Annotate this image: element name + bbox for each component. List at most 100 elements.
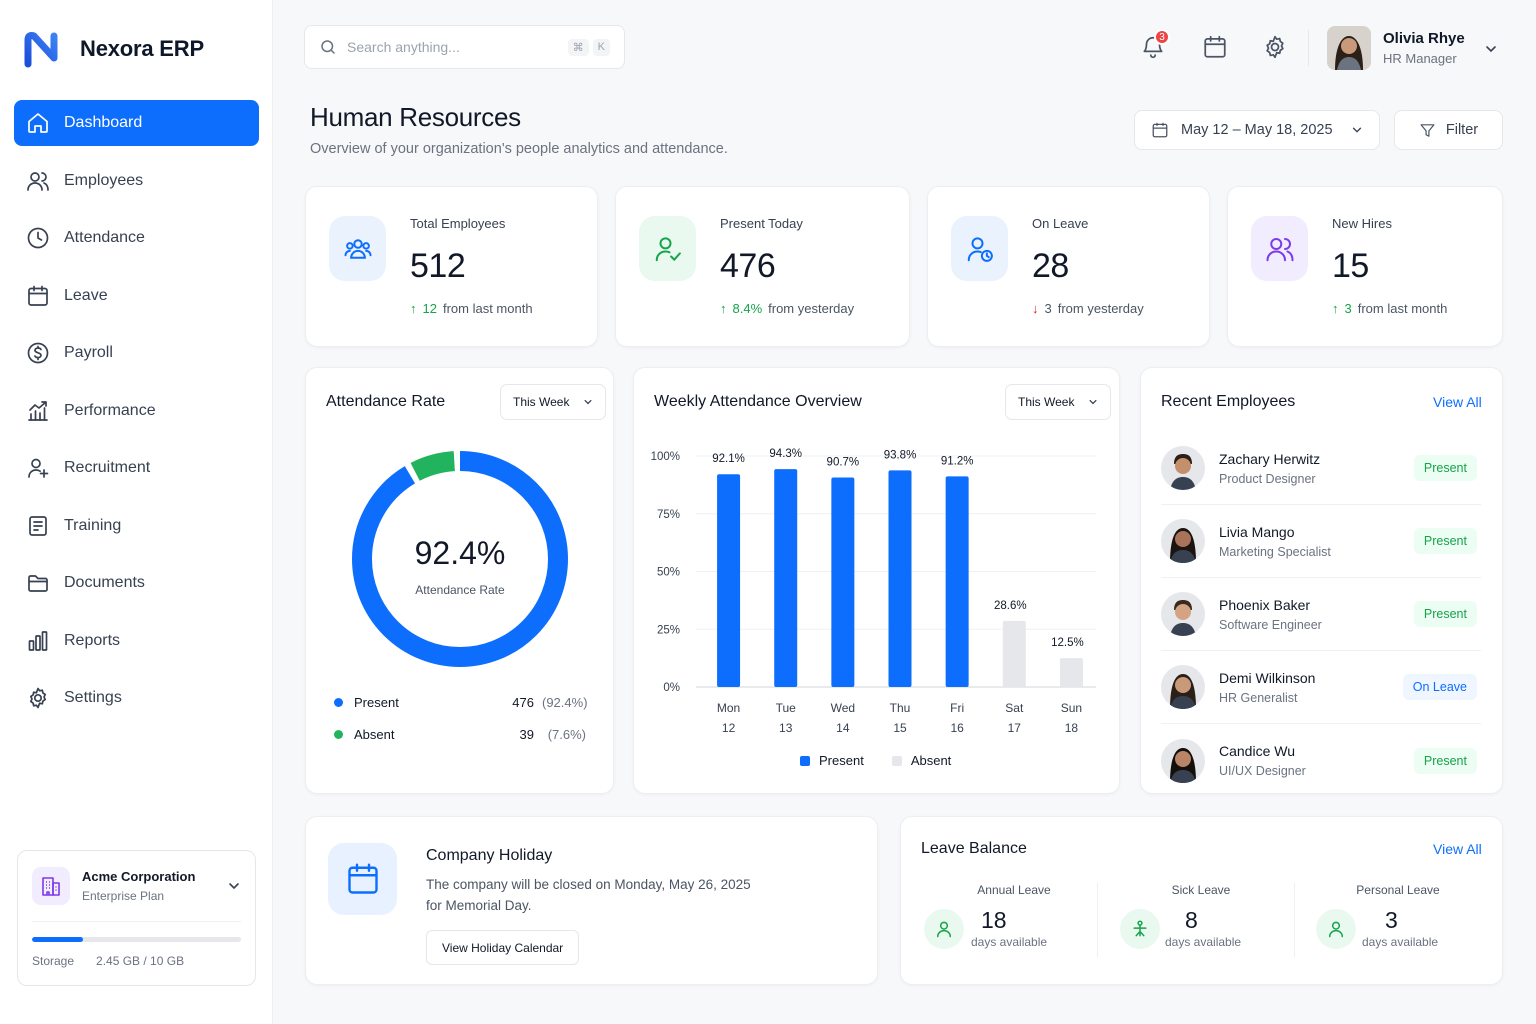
arrow-up-icon: ↑ — [720, 301, 727, 316]
company-holiday-card: Company Holiday The company will be clos… — [305, 816, 878, 985]
storage-value: 2.45 GB / 10 GB — [96, 954, 185, 968]
y-tick-label: 50% — [657, 567, 680, 579]
sidebar-item-label: Training — [64, 516, 122, 534]
chevron-down-icon[interactable] — [227, 879, 241, 893]
user-menu[interactable]: Olivia Rhye HR Manager — [1327, 26, 1465, 70]
y-tick-label: 25% — [657, 624, 680, 636]
sidebar-item-attendance[interactable]: Attendance — [14, 215, 259, 261]
org-switcher[interactable]: Acme Corporation Enterprise Plan Storage… — [17, 850, 256, 986]
sidebar-item-documents[interactable]: Documents — [14, 560, 259, 606]
sidebar-item-settings[interactable]: Settings — [14, 675, 259, 721]
bar-thu — [888, 470, 912, 687]
brand[interactable]: Nexora ERP — [24, 30, 204, 68]
y-tick-label: 75% — [657, 509, 680, 521]
employee-row[interactable]: Demi Wilkinson HR Generalist On Leave — [1161, 651, 1481, 724]
view-holiday-calendar-button[interactable]: View Holiday Calendar — [426, 930, 580, 965]
calendar-button[interactable] — [1202, 34, 1228, 60]
leave-balance-card: Leave Balance View All Annual Leave 18 d… — [900, 816, 1503, 985]
stat-delta: 3 — [1344, 301, 1352, 316]
calendar-icon — [328, 843, 397, 915]
sidebar-item-label: Documents — [64, 574, 145, 591]
sidebar-item-dashboard[interactable]: Dashboard — [14, 100, 259, 146]
sidebar-item-payroll[interactable]: Payroll — [14, 330, 259, 376]
chevron-down-icon — [584, 399, 592, 405]
bar-sun — [1059, 658, 1083, 687]
employee-row[interactable]: Livia Mango Marketing Specialist Present — [1161, 505, 1481, 578]
sidebar-item-employees[interactable]: Employees — [14, 158, 259, 204]
y-tick-label: 0% — [663, 682, 680, 694]
period-select[interactable]: This Week — [500, 384, 607, 420]
employee-role: UI/UX Designer — [1219, 764, 1306, 778]
stat-label: New Hires — [1332, 216, 1392, 231]
x-tick-label: Thu — [890, 701, 911, 715]
org-name: Acme Corporation — [82, 869, 196, 884]
avatar — [1161, 665, 1205, 709]
x-tick-label: 16 — [950, 721, 964, 735]
clock-icon — [27, 227, 49, 249]
notifications-button[interactable]: 3 — [1140, 29, 1170, 60]
card-title: Recent Employees — [1161, 393, 1296, 410]
employee-row[interactable]: Phoenix Baker Software Engineer Present — [1161, 578, 1481, 651]
employee-role: HR Generalist — [1219, 690, 1298, 705]
employee-row[interactable]: Candice Wu UI/UX Designer Present — [1161, 724, 1481, 797]
gear-icon — [1266, 35, 1284, 59]
legend-pct: (7.6%) — [547, 727, 586, 742]
view-all-link[interactable]: View All — [1433, 841, 1482, 857]
legend-label: Absent — [910, 753, 952, 768]
sidebar-item-training[interactable]: Training — [14, 503, 259, 549]
bar-data-label: 94.3% — [769, 448, 802, 460]
chevron-down-icon[interactable] — [1484, 42, 1498, 56]
search-box[interactable]: ⌘ K — [304, 25, 625, 69]
employee-name: Demi Wilkinson — [1219, 669, 1316, 686]
search-shortcut: ⌘ K — [567, 38, 610, 56]
bar-data-label: 92.1% — [712, 453, 745, 465]
user-plus-icon — [28, 458, 49, 478]
chevron-down-icon — [1352, 127, 1362, 133]
date-range-picker[interactable]: May 12 – May 18, 2025 — [1134, 110, 1380, 150]
leave-label: Sick Leave — [1171, 883, 1231, 897]
card-title: Leave Balance — [921, 840, 1027, 857]
status-badge: On Leave — [1402, 674, 1477, 700]
stat-value: 15 — [1332, 247, 1369, 285]
sidebar-item-performance[interactable]: Performance — [14, 388, 259, 434]
card-title: Attendance Rate — [326, 393, 446, 410]
sidebar-item-leave[interactable]: Leave — [14, 273, 259, 319]
period-select[interactable]: This Week — [1005, 384, 1112, 420]
shortcut-key: ⌘ — [567, 38, 589, 56]
employee-row[interactable]: Zachary Herwitz Product Designer Present — [1161, 432, 1481, 505]
stat-delta: 3 — [1044, 301, 1052, 316]
gear-icon — [29, 687, 47, 709]
avatar — [1161, 738, 1205, 783]
legend-row-absent: Absent 39 (7.6%) — [334, 727, 586, 742]
stat-card-new-hires: New Hires 15 ↑ 3 from last month — [1227, 186, 1503, 347]
divider — [1097, 883, 1098, 957]
filter-button[interactable]: Filter — [1394, 110, 1503, 150]
brand-name: Nexora ERP — [80, 36, 204, 61]
weekly-bar-chart: 0% 25% 50% 75% 100% 92.1% Mon 12 94.3% Tue 13 90.7%… — [651, 448, 1096, 735]
view-all-link[interactable]: View All — [1433, 394, 1482, 410]
sidebar-item-label: Payroll — [64, 344, 113, 361]
legend-dot — [334, 730, 343, 739]
storage-label: Storage — [32, 954, 75, 968]
sidebar-item-label: Performance — [64, 401, 156, 419]
legend-pct: (92.4%) — [542, 695, 588, 710]
sidebar-item-recruitment[interactable]: Recruitment — [14, 445, 259, 491]
arrow-up-icon: ↑ — [410, 301, 417, 316]
sidebar-item-reports[interactable]: Reports — [14, 618, 259, 664]
leave-sub: days available — [971, 935, 1048, 949]
page-title: Human Resources — [310, 102, 521, 132]
user-check-icon — [639, 216, 696, 281]
avatar — [1327, 26, 1371, 70]
divider — [1308, 30, 1309, 66]
donut-center-label: Attendance Rate — [415, 583, 505, 597]
employee-role: Product Designer — [1219, 471, 1316, 486]
settings-button[interactable] — [1262, 34, 1288, 60]
chart-legend: Present Absent — [800, 753, 951, 768]
shortcut-key: K — [592, 38, 610, 56]
sidebar-item-label: Dashboard — [64, 114, 143, 131]
holiday-title: Company Holiday — [426, 847, 553, 864]
search-input[interactable] — [347, 39, 558, 55]
recent-employees-card: Recent Employees View All Zachary Herwit… — [1140, 367, 1503, 794]
chart-up-icon — [28, 400, 48, 421]
stat-value: 476 — [720, 247, 776, 285]
